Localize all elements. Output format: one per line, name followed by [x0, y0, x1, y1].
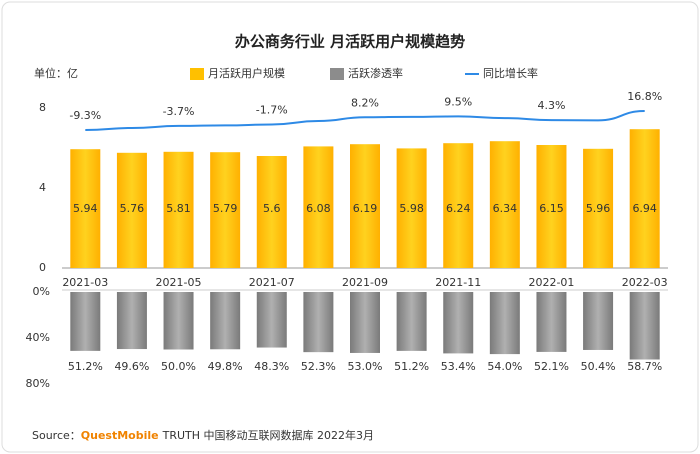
- x-tick-label: 2021-11: [435, 276, 481, 289]
- data-label: -9.3%: [69, 109, 101, 122]
- y-tick-label: 0: [39, 261, 46, 274]
- data-label: 51.2%: [394, 360, 429, 373]
- mau-bar: [350, 144, 380, 268]
- data-label: 5.98: [399, 202, 424, 215]
- legend-label: 同比增长率: [483, 66, 538, 80]
- penetration-bar: [489, 292, 520, 355]
- penetration-bar: [536, 292, 567, 352]
- data-label: 6.08: [306, 202, 331, 215]
- mau-bar: [536, 145, 567, 268]
- data-label: 5.6: [263, 202, 281, 215]
- data-label: 16.8%: [627, 90, 662, 103]
- mau-bar: [443, 143, 474, 268]
- y2-tick-label: 40%: [26, 331, 50, 344]
- data-label: 5.94: [73, 202, 98, 215]
- data-label: 6.15: [539, 202, 564, 215]
- penetration-bar: [583, 292, 614, 350]
- mau-bar: [256, 156, 287, 268]
- data-label: 52.1%: [534, 360, 569, 373]
- source: Source：QuestMobile TRUTH 中国移动互联网数据库 2022年…: [32, 428, 374, 442]
- y-tick-label: 8: [39, 101, 46, 114]
- mau-bar: [210, 152, 241, 268]
- data-label: 9.5%: [444, 95, 472, 108]
- penetration-bar: [116, 292, 147, 350]
- penetration-bar: [443, 292, 474, 354]
- legend-swatch: [330, 68, 344, 80]
- y2-tick-label: 0%: [33, 285, 50, 298]
- data-label: 5.79: [213, 202, 238, 215]
- x-tick-label: 2021-07: [249, 276, 295, 289]
- penetration-bar: [70, 292, 101, 351]
- penetration-bar: [210, 292, 241, 350]
- data-label: 6.94: [632, 202, 657, 215]
- x-tick-label: 2022-01: [528, 276, 574, 289]
- mau-bar: [303, 146, 334, 268]
- chart-title: 办公商务行业 月活跃用户规模趋势: [235, 33, 465, 51]
- mau-bar: [396, 148, 427, 268]
- x-tick-label: 2021-03: [62, 276, 108, 289]
- data-label: 54.0%: [487, 360, 522, 373]
- x-tick-label: 2021-09: [342, 276, 388, 289]
- penetration-bar: [629, 292, 660, 360]
- y-tick-label: 4: [39, 181, 46, 194]
- penetration-bar: [256, 292, 287, 348]
- growth-line: [85, 110, 645, 131]
- data-label: 49.6%: [114, 360, 149, 373]
- data-label: 6.19: [353, 202, 378, 215]
- source-label: Source：: [32, 429, 81, 442]
- mau-bar: [629, 129, 660, 268]
- mau-bar: [489, 141, 520, 268]
- data-label: 8.2%: [351, 96, 379, 109]
- x-tick-label: 2022-03: [622, 276, 668, 289]
- data-label: 4.3%: [537, 99, 565, 112]
- source-brand: QuestMobile: [81, 429, 159, 442]
- source-text: TRUTH 中国移动互联网数据库 2022年3月: [162, 428, 374, 442]
- data-label: 49.8%: [208, 360, 243, 373]
- data-label: 50.4%: [581, 360, 616, 373]
- unit-label: 单位：亿: [34, 66, 78, 80]
- data-label: 6.24: [446, 202, 471, 215]
- mau-bar: [163, 151, 194, 268]
- data-label: 52.3%: [301, 360, 336, 373]
- data-label: 53.0%: [348, 360, 383, 373]
- mau-bar: [116, 152, 147, 268]
- data-label: 5.96: [586, 202, 611, 215]
- mau-bar: [583, 148, 614, 268]
- penetration-bar: [350, 292, 380, 353]
- data-label: 5.81: [166, 202, 191, 215]
- legend-label: 月活跃用户规模: [208, 66, 285, 80]
- penetration-bar: [303, 292, 334, 353]
- legend-label: 活跃渗透率: [348, 66, 403, 80]
- penetration-bar: [396, 292, 427, 351]
- data-label: 6.34: [493, 202, 518, 215]
- data-label: 51.2%: [68, 360, 103, 373]
- x-tick-label: 2021-05: [156, 276, 202, 289]
- data-label: 50.0%: [161, 360, 196, 373]
- penetration-bar: [163, 292, 194, 350]
- data-label: 58.7%: [627, 360, 662, 373]
- data-label: 48.3%: [254, 360, 289, 373]
- data-label: -1.7%: [256, 103, 288, 116]
- y2-tick-label: 80%: [26, 377, 50, 390]
- legend-swatch: [190, 68, 204, 80]
- mau-bar: [70, 149, 101, 268]
- data-label: -3.7%: [163, 105, 195, 118]
- data-label: 53.4%: [441, 360, 476, 373]
- data-label: 5.76: [120, 202, 145, 215]
